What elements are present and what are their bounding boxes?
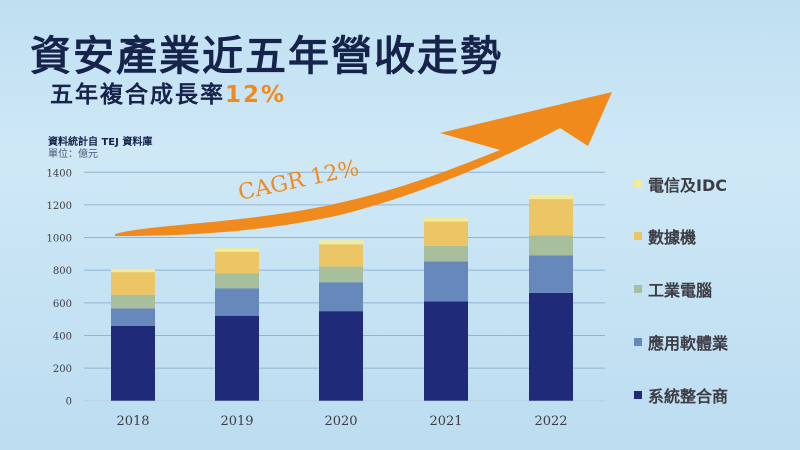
legend-label: 系統整合商 bbox=[648, 387, 729, 406]
x-tick-label: 2018 bbox=[116, 414, 149, 429]
legend-label: 電信及IDC bbox=[648, 176, 727, 195]
bar-segment bbox=[215, 315, 259, 401]
bar-segment bbox=[529, 255, 573, 293]
bar-segment bbox=[111, 325, 155, 401]
legend-swatch bbox=[634, 338, 642, 346]
y-tick-label: 1000 bbox=[47, 234, 72, 245]
legend-swatch bbox=[634, 285, 642, 293]
growth-arrow bbox=[115, 92, 612, 236]
x-tick-label: 2021 bbox=[429, 414, 462, 429]
bar-segment bbox=[424, 301, 468, 401]
legend-swatch bbox=[634, 180, 642, 188]
bar-segment bbox=[215, 248, 259, 252]
legend-label: 數據機 bbox=[648, 228, 697, 247]
page-title: 資安產業近五年營收走勢 bbox=[30, 32, 503, 80]
legend-label: 工業電腦 bbox=[648, 281, 713, 300]
bar-segment bbox=[319, 244, 363, 267]
bar-segment bbox=[529, 292, 573, 401]
legend-label: 應用軟體業 bbox=[648, 334, 729, 353]
bar-segment bbox=[529, 194, 573, 200]
y-tick-label: 1200 bbox=[47, 201, 72, 212]
bar-segment bbox=[319, 240, 363, 245]
y-tick-label: 800 bbox=[53, 266, 72, 277]
source-note: 資料統計自 TEJ 資料庫 bbox=[48, 137, 153, 148]
bar-segment bbox=[319, 311, 363, 401]
x-tick-label: 2019 bbox=[220, 414, 253, 429]
bar-segment bbox=[111, 268, 155, 273]
legend-swatch bbox=[634, 391, 642, 399]
legend-item: 電信及IDC bbox=[634, 172, 727, 196]
y-tick-label: 1400 bbox=[47, 168, 72, 179]
bar-segment bbox=[424, 261, 468, 302]
y-tick-label: 0 bbox=[66, 397, 72, 408]
legend-item: 應用軟體業 bbox=[634, 330, 728, 354]
bar-segment bbox=[319, 282, 363, 312]
cagr-annotation: CAGR 12% bbox=[236, 156, 361, 206]
bar-segment bbox=[111, 294, 155, 309]
bar-segment bbox=[111, 308, 155, 326]
bar-segment bbox=[319, 266, 363, 283]
legend-item: 工業電腦 bbox=[634, 277, 712, 301]
y-tick-label: 600 bbox=[53, 299, 72, 310]
x-tick-label: 2022 bbox=[534, 414, 567, 429]
bar-segment bbox=[215, 273, 259, 289]
subtitle: 五年複合成長率12% bbox=[50, 75, 286, 109]
legend-item: 系統整合商 bbox=[634, 383, 728, 407]
legend-swatch bbox=[634, 232, 642, 240]
x-tick-label: 2020 bbox=[324, 414, 357, 429]
bar-segment bbox=[424, 217, 468, 222]
subtitle-highlight: 12% bbox=[225, 82, 287, 108]
subtitle-text: 五年複合成長率 bbox=[50, 82, 225, 108]
bar-segment bbox=[215, 251, 259, 274]
bar-segment bbox=[529, 199, 573, 236]
bar-segment bbox=[529, 235, 573, 256]
y-tick-label: 200 bbox=[53, 364, 72, 375]
y-tick-label: 400 bbox=[53, 331, 72, 342]
unit-note: 單位：億元 bbox=[48, 149, 98, 160]
legend-item: 數據機 bbox=[634, 224, 696, 248]
bar-segment bbox=[424, 221, 468, 246]
bar-segment bbox=[424, 245, 468, 262]
bar-segment bbox=[215, 288, 259, 316]
bar-segment bbox=[111, 272, 155, 295]
